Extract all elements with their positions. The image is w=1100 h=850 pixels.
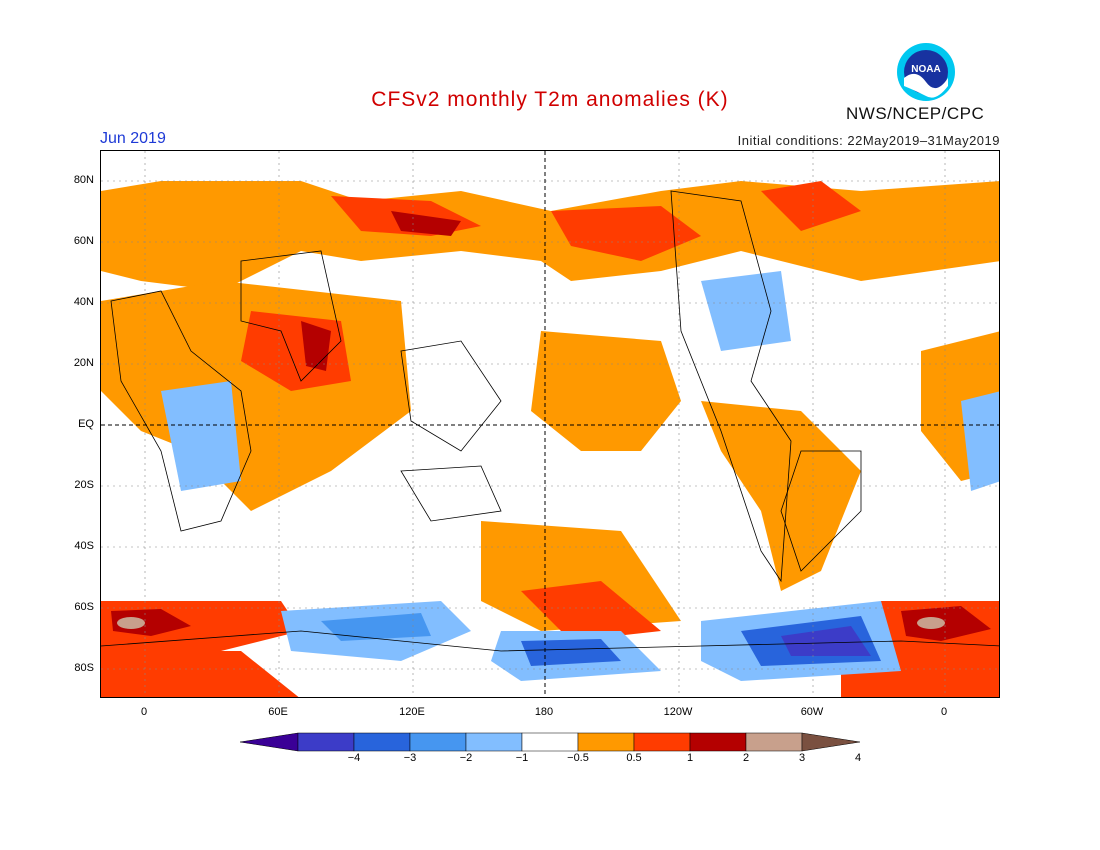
equator-dateline <box>101 151 999 697</box>
lon-label: 0 <box>940 706 948 718</box>
agency-label: NWS/NCEP/CPC <box>846 104 985 123</box>
color-bar-cell <box>465 732 523 752</box>
color-bar-label: −0.5 <box>567 752 589 764</box>
lon-label: 60E <box>268 706 288 718</box>
color-bar-cell <box>409 732 467 752</box>
noaa-logo-icon: NOAA <box>897 43 955 101</box>
color-bar-cell <box>577 732 635 752</box>
graticule <box>101 151 999 697</box>
lat-label: 20S <box>74 479 94 491</box>
color-bar-label: 0.5 <box>626 752 642 764</box>
color-bar-cell <box>689 732 747 752</box>
color-bar-cell <box>297 732 355 752</box>
lat-label: 60S <box>74 601 94 613</box>
anomaly-map <box>100 150 1000 698</box>
chart-title: CFSv2 monthly T2m anomalies (K) <box>371 88 729 111</box>
lat-label: 20N <box>73 357 94 369</box>
color-bar-label: −1 <box>515 752 529 764</box>
lon-label: 120W <box>663 706 693 718</box>
color-bar-cell <box>633 732 691 752</box>
color-bar-cell <box>353 732 411 752</box>
color-bar-cells <box>240 732 860 752</box>
map-canvas <box>101 151 999 697</box>
color-bar-label: −3 <box>403 752 417 764</box>
lon-label: 60W <box>800 706 824 718</box>
lat-label: 40N <box>73 296 94 308</box>
warm-anomaly-regions <box>101 181 999 697</box>
lat-label: EQ <box>78 418 94 430</box>
lon-label: 0 <box>140 706 148 718</box>
color-bar-label: 2 <box>742 752 750 764</box>
cool-anomaly-regions <box>161 271 999 681</box>
color-bar-label: −2 <box>459 752 473 764</box>
color-bar-cell <box>745 732 803 752</box>
forecast-month: Jun 2019 <box>100 130 166 147</box>
lat-label: 80N <box>73 174 94 186</box>
lon-label: 120E <box>399 706 425 718</box>
lat-label: 60N <box>73 235 94 247</box>
lon-label: 180 <box>534 706 554 718</box>
color-bar <box>240 732 860 752</box>
color-bar-label: −4 <box>347 752 361 764</box>
initial-conditions: Initial conditions: 22May2019–31May2019 <box>737 133 1000 148</box>
noaa-logo-text: NOAA <box>911 64 940 75</box>
color-bar-cell <box>240 732 299 752</box>
lat-label: 80S <box>74 662 94 674</box>
color-bar-label: 4 <box>854 752 862 764</box>
color-bar-label: 3 <box>798 752 806 764</box>
coastlines <box>101 190 999 652</box>
color-bar-label: 1 <box>686 752 694 764</box>
color-bar-cell <box>801 732 860 752</box>
color-bar-cell <box>521 732 579 752</box>
lat-label: 40S <box>74 540 94 552</box>
